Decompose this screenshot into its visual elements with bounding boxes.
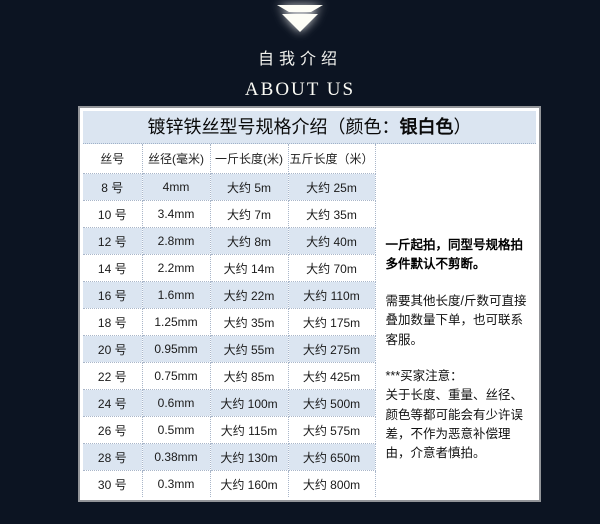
table-cell: 大约 55m — [209, 335, 289, 363]
table-cell: 大约 35m — [287, 200, 376, 228]
table-cell: 12 号 — [83, 227, 143, 255]
table-header-row: 丝号 丝径(毫米) 一斤长度(米) 五斤长度（米） — [83, 144, 376, 174]
table-row: 12 号 2.8mm 大约 8m 大约 40m — [83, 227, 376, 255]
table-cell: 1.6mm — [141, 281, 211, 309]
spec-table: 丝号 丝径(毫米) 一斤长度(米) 五斤长度（米） 8 号 4mm 大约 5m 大约 … — [83, 144, 376, 497]
table-row: 18 号 1.25mm 大约 35m 大约 175m — [83, 308, 376, 336]
table-cell: 大约 275m — [287, 335, 376, 363]
table-row: 24 号 0.6mm 大约 100m 大约 500m — [83, 389, 376, 417]
notes-column: 一斤起拍，同型号规格拍多件默认不剪断。需要其他长度/斤数可直接叠加数量下单，也可… — [376, 144, 537, 497]
table-cell: 大约 8m — [209, 227, 289, 255]
column-header-len-1jin: 一斤长度(米) — [209, 144, 289, 174]
spec-panel: 镀锌铁丝型号规格介绍（颜色：银白色） 丝号 丝径(毫米) 一斤长度(米) 五斤长… — [78, 106, 541, 502]
table-cell: 大约 800m — [287, 470, 376, 497]
table-cell: 大约 100m — [209, 389, 289, 417]
table-cell: 0.3mm — [141, 470, 211, 497]
table-cell: 22 号 — [83, 362, 143, 390]
note-paragraph: ***买家注意： 关于长度、重量、丝径、颜色等都可能会有少许误差，不作为恶意补偿… — [385, 368, 524, 461]
table-cell: 0.75mm — [141, 362, 211, 390]
table-cell: 1.25mm — [141, 308, 211, 336]
table-cell: 大约 70m — [287, 254, 376, 282]
table-row: 28 号 0.38mm 大约 130m 大约 650m — [83, 443, 376, 471]
column-header-wire-no: 丝号 — [83, 144, 143, 174]
down-arrow-bar — [277, 5, 323, 12]
table-cell: 30 号 — [83, 470, 143, 497]
table-cell: 3.4mm — [141, 200, 211, 228]
table-cell: 10 号 — [83, 200, 143, 228]
panel-title: 镀锌铁丝型号规格介绍（颜色：银白色） — [83, 111, 536, 144]
table-cell: 大约 22m — [209, 281, 289, 309]
about-section: 自我介绍 ABOUT US — [0, 0, 600, 101]
table-row: 14 号 2.2mm 大约 14m 大约 70m — [83, 254, 376, 282]
table-cell: 0.95mm — [141, 335, 211, 363]
table-cell: 大约 500m — [287, 389, 376, 417]
table-row: 8 号 4mm 大约 5m 大约 25m — [83, 173, 376, 201]
column-header-len-5jin: 五斤长度（米） — [287, 144, 376, 174]
table-cell: 大约 160m — [209, 470, 289, 497]
note-paragraph: 一斤起拍，同型号规格拍多件默认不剪断。 — [385, 238, 524, 272]
table-cell: 大约 575m — [287, 416, 376, 444]
table-cell: 2.8mm — [141, 227, 211, 255]
panel-title-prefix: 镀锌铁丝型号规格介绍（颜色： — [147, 117, 400, 137]
table-cell: 4mm — [141, 173, 211, 201]
panel-title-suffix: ） — [453, 117, 472, 137]
table-cell: 大约 5m — [209, 173, 289, 201]
column-header-diameter: 丝径(毫米) — [141, 144, 211, 174]
about-title-en: ABOUT US — [244, 79, 356, 100]
table-cell: 24 号 — [83, 389, 143, 417]
table-cell: 2.2mm — [141, 254, 211, 282]
panel-title-color-value: 银白色 — [399, 117, 454, 137]
table-cell: 大约 130m — [209, 443, 289, 471]
table-cell: 16 号 — [83, 281, 143, 309]
table-cell: 大约 40m — [287, 227, 376, 255]
table-row: 26 号 0.5mm 大约 115m 大约 575m — [83, 416, 376, 444]
table-row: 20 号 0.95mm 大约 55m 大约 275m — [83, 335, 376, 363]
table-cell: 大约 14m — [209, 254, 289, 282]
note-paragraph: 需要其他长度/斤数可直接叠加数量下单，也可联系客服。 — [385, 293, 527, 347]
spec-table-body: 8 号 4mm 大约 5m 大约 25m 10 号 3.4mm 大约 7m 大约 35m 12 … — [83, 173, 376, 497]
table-cell: 大约 425m — [287, 362, 376, 390]
down-arrow-icon — [276, 5, 324, 32]
table-cell: 14 号 — [83, 254, 143, 282]
table-cell: 18 号 — [83, 308, 143, 336]
table-cell: 大约 110m — [287, 281, 376, 309]
table-cell: 大约 35m — [209, 308, 289, 336]
table-cell: 20 号 — [83, 335, 143, 363]
table-cell: 大约 25m — [287, 173, 376, 201]
table-cell: 28 号 — [83, 443, 143, 471]
table-cell: 大约 115m — [209, 416, 289, 444]
table-row: 16 号 1.6mm 大约 22m 大约 110m — [83, 281, 376, 309]
down-arrow-triangle — [282, 14, 318, 32]
table-cell: 0.5mm — [141, 416, 211, 444]
table-cell: 大约 85m — [209, 362, 289, 390]
table-cell: 0.38mm — [141, 443, 211, 471]
table-cell: 大约 175m — [287, 308, 376, 336]
table-cell: 0.6mm — [141, 389, 211, 417]
panel-content: 丝号 丝径(毫米) 一斤长度(米) 五斤长度（米） 8 号 4mm 大约 5m 大约 … — [83, 144, 536, 497]
table-cell: 大约 650m — [287, 443, 376, 471]
table-cell: 26 号 — [83, 416, 143, 444]
table-cell: 大约 7m — [209, 200, 289, 228]
table-row: 22 号 0.75mm 大约 85m 大约 425m — [83, 362, 376, 390]
about-title-cn: 自我介绍 — [257, 51, 342, 68]
table-row: 30 号 0.3mm 大约 160m 大约 800m — [83, 470, 376, 497]
table-cell: 8 号 — [83, 173, 143, 201]
table-row: 10 号 3.4mm 大约 7m 大约 35m — [83, 200, 376, 228]
